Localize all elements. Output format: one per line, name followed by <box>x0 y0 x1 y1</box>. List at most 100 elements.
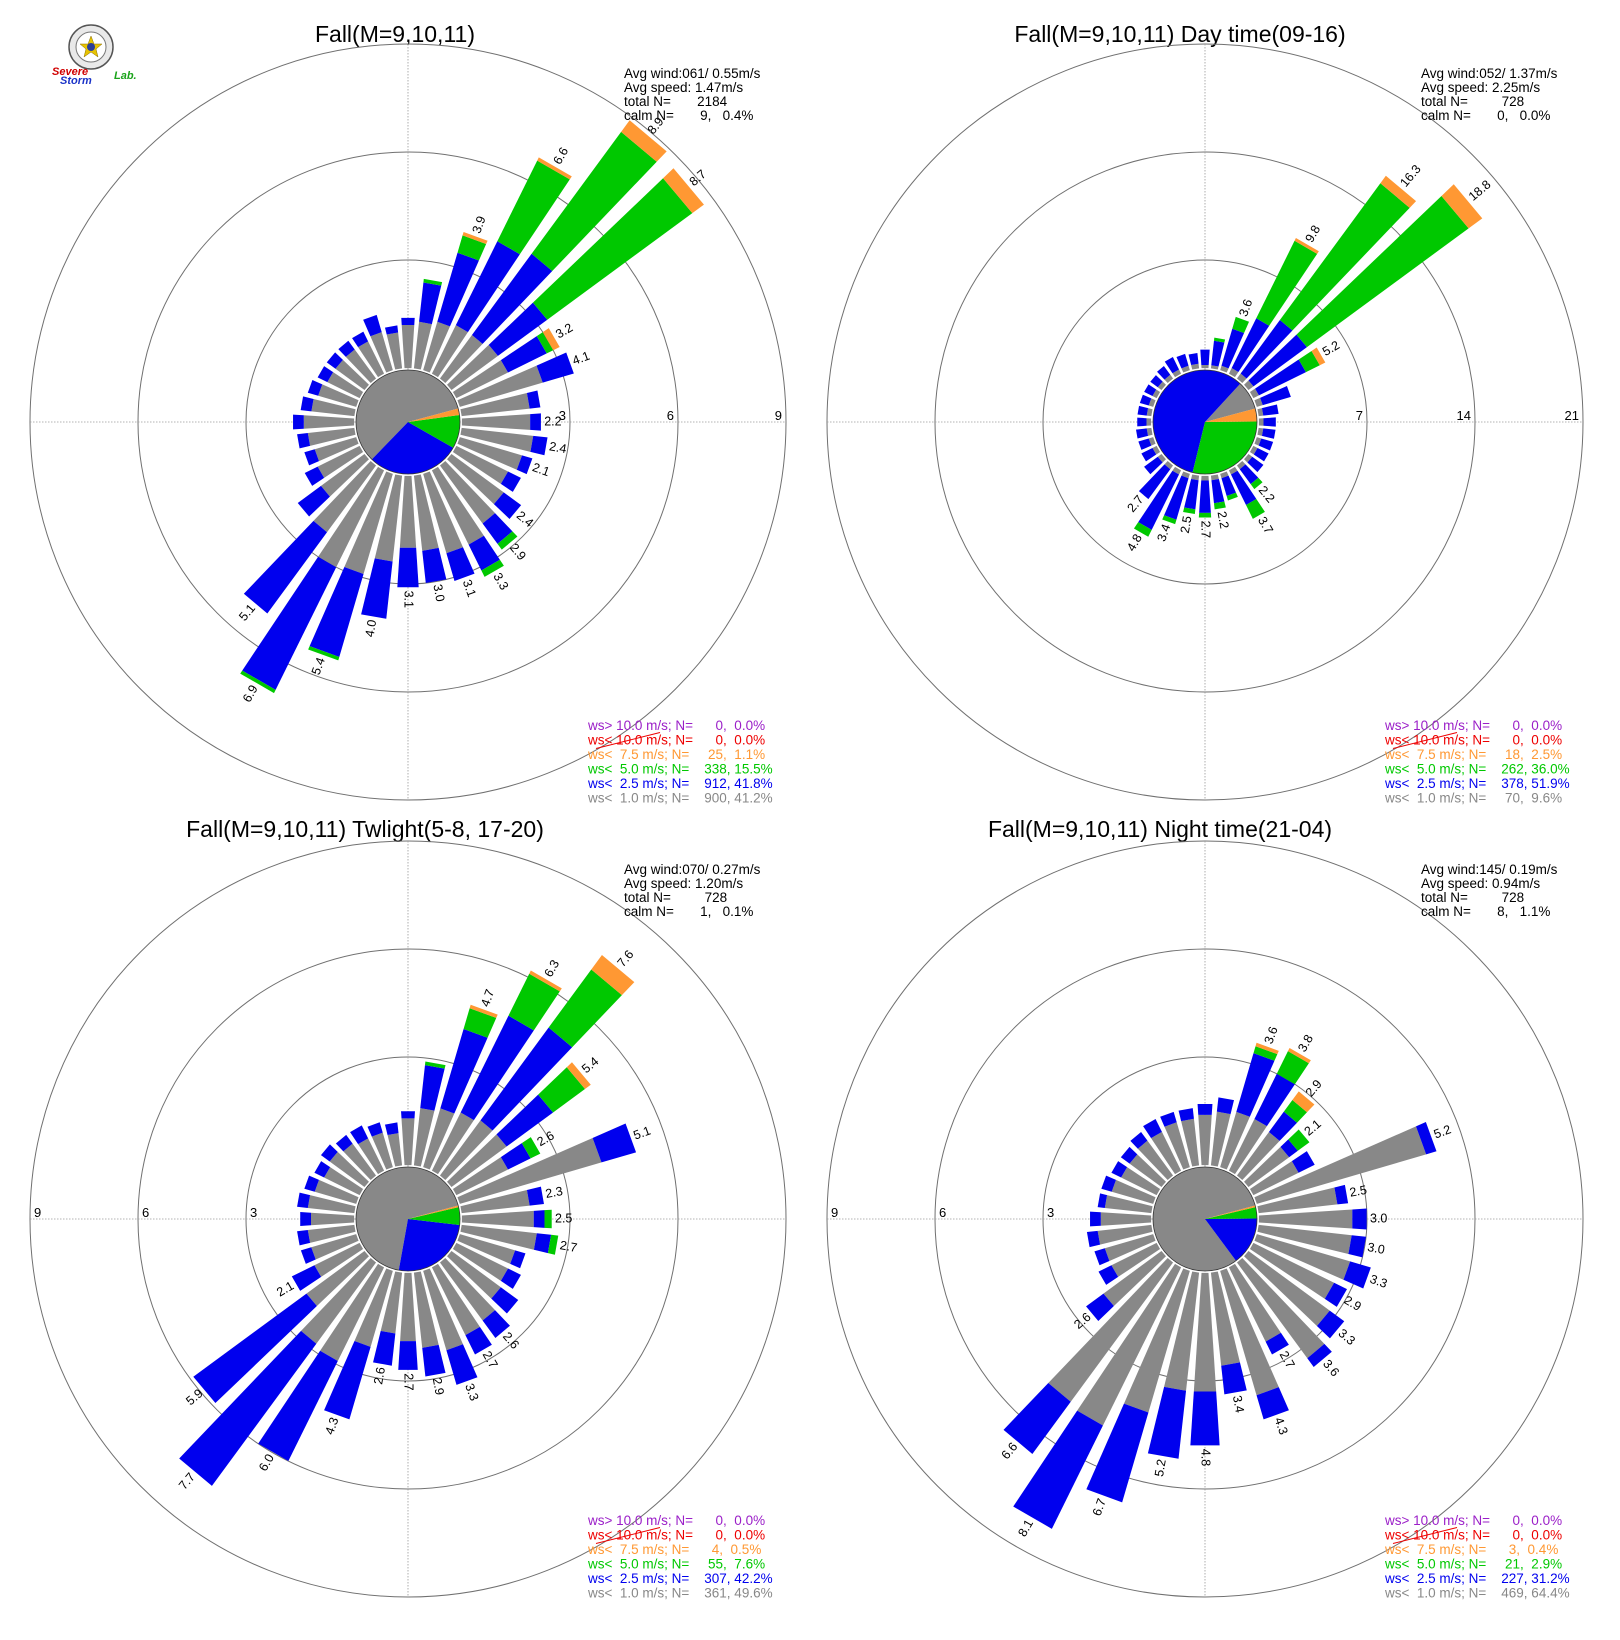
bar-segment-gray <box>1210 365 1219 370</box>
direction-bar <box>297 453 369 517</box>
bar-segment-blue <box>1216 1097 1234 1115</box>
bar-segment-gray <box>317 445 364 478</box>
direction-bar <box>304 1175 359 1204</box>
bar-segment-orange <box>663 168 704 214</box>
bar-segment-blue <box>1256 1387 1289 1420</box>
hub-slice-lt1 <box>1153 1166 1256 1271</box>
bar-segment-orange <box>1294 238 1319 254</box>
ring-tick-label: 21 <box>1565 408 1579 423</box>
ring-tick-label: 9 <box>775 408 782 423</box>
direction-bar: 5.2 <box>1254 1122 1453 1204</box>
bar-segment-gray <box>1191 363 1200 370</box>
bar-segment-gray <box>439 1258 496 1321</box>
bar-segment-gray <box>1244 453 1253 463</box>
direction-bar <box>1249 445 1269 462</box>
bar-segment-gray <box>457 365 543 407</box>
bar-segment-blue <box>297 1230 311 1246</box>
hub-outline <box>1152 369 1258 475</box>
bar-total-label: 4.8 <box>1199 1449 1213 1466</box>
direction-bar: 2.2 <box>1210 474 1231 530</box>
direction-bar: 3.3 <box>1244 1250 1358 1348</box>
bar-total-label: 4.7 <box>478 987 497 1008</box>
direction-bar: 2.5 <box>1257 1183 1368 1214</box>
bar-segment-blue <box>1240 320 1293 379</box>
bar-segment-blue <box>1137 417 1147 427</box>
bar-segment-green <box>547 1234 559 1255</box>
direction-bar <box>307 380 359 407</box>
bar-segment-blue <box>1003 1382 1071 1455</box>
bar-segment-gray <box>374 474 403 562</box>
direction-bar <box>460 390 541 417</box>
bar-segment-blue <box>422 547 447 584</box>
bar-segment-blue <box>363 314 382 337</box>
bar-segment-blue <box>465 1326 492 1355</box>
bar-segment-gray <box>1228 368 1239 378</box>
bar-segment-gray <box>1146 427 1153 436</box>
bar-segment-blue <box>491 1287 519 1314</box>
bar-total-label: 2.7 <box>402 1373 416 1390</box>
direction-bar <box>1220 471 1238 501</box>
bar-segment-gray <box>1123 1268 1190 1413</box>
bar-segment-green <box>1283 1100 1307 1123</box>
bar-segment-gray <box>1198 1114 1212 1166</box>
direction-bar <box>1164 356 1182 378</box>
direction-bar <box>1137 405 1153 417</box>
direction-bar <box>300 396 356 417</box>
bar-segment-gray <box>307 427 356 446</box>
bar-segment-blue <box>1157 366 1171 380</box>
bar-segment-orange <box>1255 1042 1279 1055</box>
bar-segment-gray <box>1257 408 1264 417</box>
bar-segment-green <box>1276 1051 1309 1085</box>
bar-segment-green <box>1226 492 1238 501</box>
bar-segment-orange <box>1287 1047 1311 1064</box>
bar-segment-gray <box>431 325 468 378</box>
bar-segment-gray <box>1236 1131 1280 1180</box>
bar-segment-blue <box>1164 356 1180 374</box>
legend-entry: ws< 5.0 m/s; N= 338, 15.5% <box>587 762 773 777</box>
bar-segment-gray <box>431 1263 480 1336</box>
bar-segment-gray <box>1244 1250 1330 1326</box>
bar-segment-blue <box>243 520 328 614</box>
bar-segment-gray <box>1164 1271 1200 1391</box>
bar-segment-blue <box>304 1175 319 1192</box>
direction-bar <box>452 1242 521 1289</box>
bar-total-label: 5.1 <box>631 1124 652 1143</box>
legend-entry: ws> 10.0 m/s; N= 0, 0.0% <box>1384 1513 1562 1528</box>
direction-bar <box>1197 1104 1213 1166</box>
bar-segment-green <box>1232 316 1250 333</box>
bar-segment-blue <box>500 471 521 492</box>
bar-segment-blue <box>1094 1248 1110 1266</box>
bar-segment-blue <box>373 1330 396 1366</box>
bar-segment-gray <box>1201 365 1209 369</box>
bar-total-label: 2.5 <box>555 1211 572 1225</box>
legend-entry: ws< 7.5 m/s; N= 3, 0.4% <box>1384 1542 1558 1557</box>
bar-segment-blue <box>1253 447 1269 462</box>
bar-segment-gray <box>327 372 364 399</box>
hub-slice-lt2_5 <box>398 1219 460 1271</box>
wind-rose-panel: Fall(M=9,10,11) Day time(09-16) 7 14 21 3.69… <box>826 21 1584 806</box>
hub-slice-lt5 <box>1192 421 1258 474</box>
bar-segment-blue <box>516 455 533 475</box>
direction-bar <box>1257 404 1279 417</box>
legend-strike <box>595 732 661 749</box>
bar-segment-gray <box>400 1272 416 1342</box>
logo-line3: Lab. <box>114 70 137 82</box>
bar-segment-blue <box>1138 464 1171 500</box>
bar-segment-gray <box>1148 437 1156 446</box>
direction-bar: 3.0 <box>413 474 447 603</box>
bar-segment-gray <box>1201 475 1209 481</box>
direction-bar <box>304 437 359 466</box>
bar-total-label: 2.1 <box>530 460 551 479</box>
bar-segment-blue <box>420 1065 445 1111</box>
bar-segment-blue <box>1221 475 1237 497</box>
bar-segment-gray <box>1151 1131 1182 1175</box>
hub-slice-lt5 <box>1205 1207 1257 1219</box>
bar-segment-gray <box>431 466 484 545</box>
bar-segment-blue <box>1415 1122 1437 1155</box>
hub-slice-lt7_5 <box>1205 1205 1256 1219</box>
bar-segment-blue <box>1141 447 1157 462</box>
bar-segment-blue <box>1247 456 1264 473</box>
bar-segment-gray <box>345 349 377 383</box>
direction-bar <box>1188 352 1200 370</box>
direction-bar <box>1098 1242 1161 1285</box>
